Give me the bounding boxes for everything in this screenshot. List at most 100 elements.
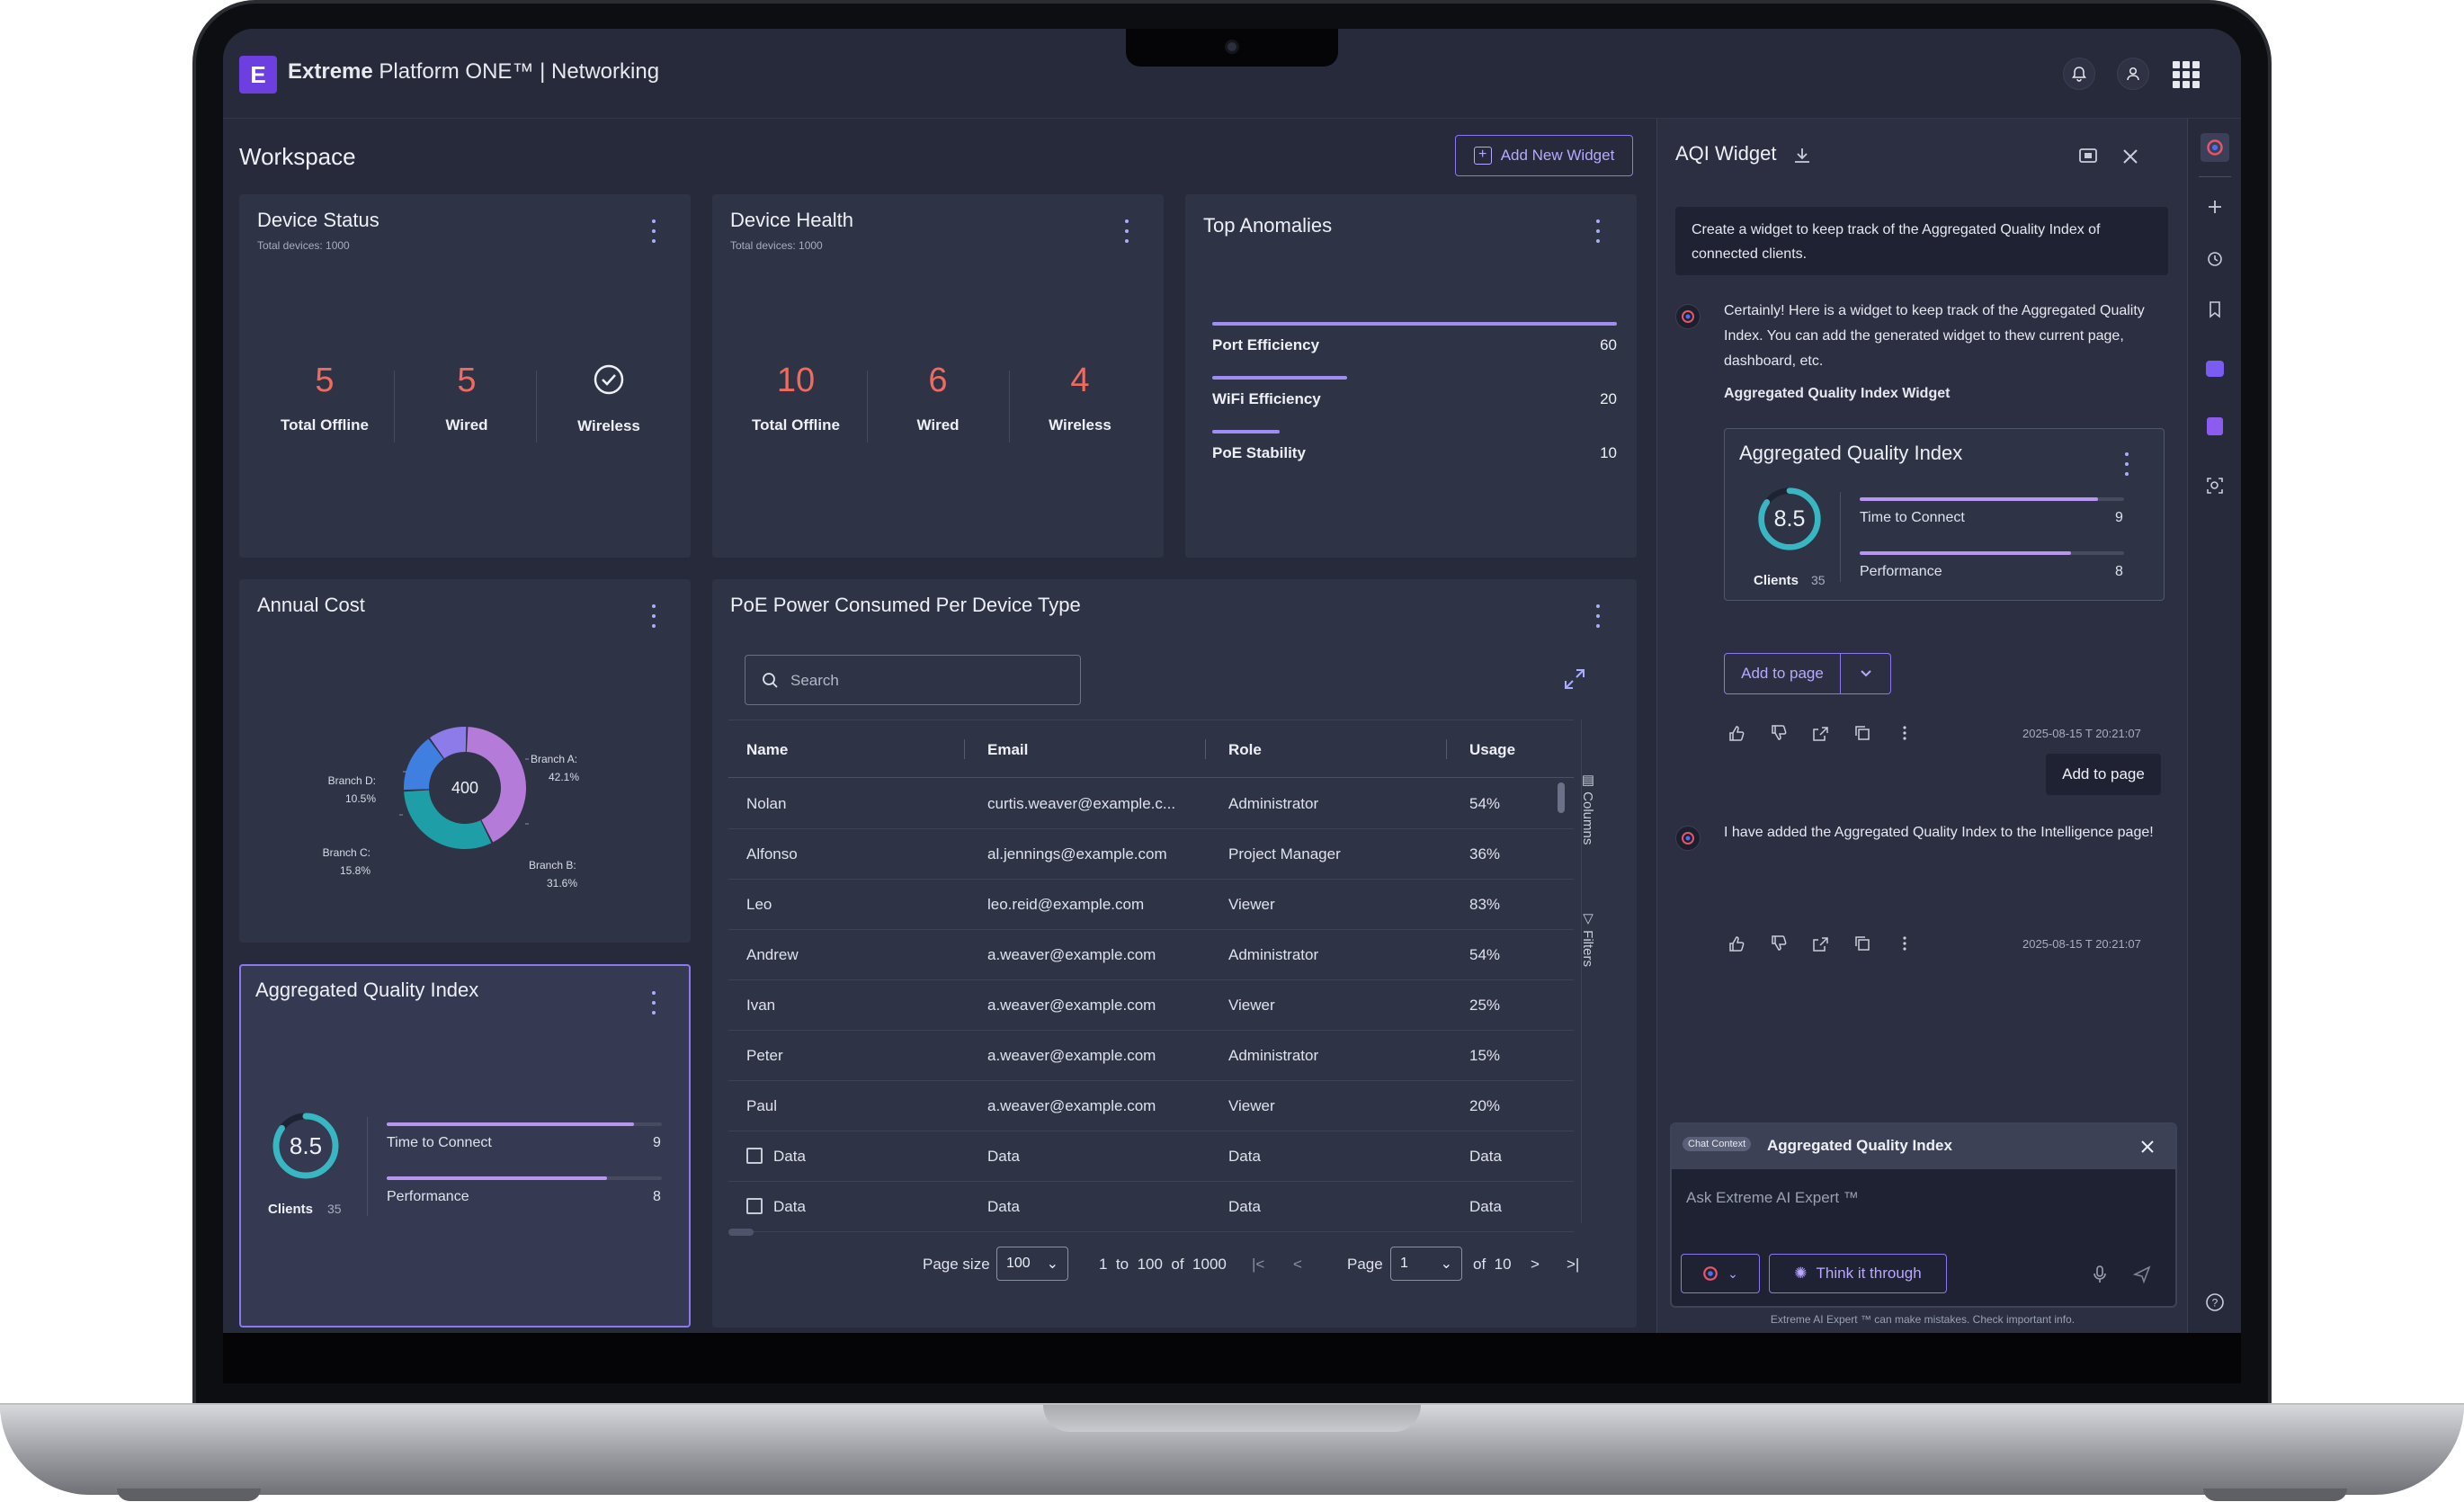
think-it-through-button[interactable]: ✺ Think it through: [1769, 1254, 1947, 1293]
anomaly-row[interactable]: WiFi Efficiency 20: [1212, 376, 1617, 408]
microphone-icon[interactable]: [2091, 1265, 2109, 1284]
table-row[interactable]: Leo leo.reid@example.com Viewer 83%: [728, 880, 1574, 930]
new-chat-icon[interactable]: [2201, 192, 2229, 221]
row-checkbox[interactable]: [746, 1198, 763, 1214]
minimize-panel-icon[interactable]: [2078, 146, 2098, 165]
thumbs-down-icon[interactable]: [1766, 721, 1790, 745]
page-size-select[interactable]: 100 ⌄: [996, 1247, 1068, 1281]
clients-label: Clients: [1754, 573, 1799, 588]
more-options-icon[interactable]: [2124, 452, 2129, 476]
thumbs-down-icon[interactable]: [1766, 932, 1790, 955]
close-icon[interactable]: [2121, 148, 2139, 165]
donut-slice[interactable]: [430, 727, 467, 759]
column-header-email[interactable]: Email: [987, 741, 1029, 758]
next-page-icon[interactable]: >: [1531, 1256, 1540, 1273]
copy-icon[interactable]: [1851, 721, 1874, 745]
card-subtitle: Total devices: 1000: [730, 239, 823, 252]
more-options-icon[interactable]: [1124, 219, 1129, 243]
table-row[interactable]: Andrew a.weaver@example.com Administrator 5…: [728, 930, 1574, 980]
more-options-icon[interactable]: [1595, 219, 1601, 243]
add-to-page-options-button[interactable]: [1841, 653, 1891, 694]
model-selector-button[interactable]: ⌄: [1681, 1254, 1760, 1293]
bookmark-icon[interactable]: [2201, 295, 2229, 324]
donut-slice[interactable]: [466, 727, 526, 843]
column-header-usage[interactable]: Usage: [1469, 741, 1516, 758]
expand-icon[interactable]: [1563, 667, 1586, 691]
ai-expert-icon[interactable]: [2201, 133, 2229, 162]
chat-history-icon[interactable]: [2201, 245, 2229, 273]
stat-wireless[interactable]: 4 Wireless: [1049, 362, 1111, 434]
widget-app-icon[interactable]: [2201, 354, 2229, 383]
column-resizer[interactable]: [964, 739, 965, 759]
metric-bar-fill: [1860, 551, 2072, 555]
donut-slice[interactable]: [404, 738, 444, 791]
donut-slice[interactable]: [404, 790, 492, 849]
chat-input[interactable]: Ask Extreme AI Expert ™: [1686, 1189, 1859, 1206]
close-icon[interactable]: [2139, 1139, 2156, 1155]
stat-wired[interactable]: 5 Wired: [445, 362, 488, 434]
anomaly-row[interactable]: PoE Stability 10: [1212, 430, 1617, 462]
share-icon[interactable]: [1808, 932, 1832, 955]
stat-wireless[interactable]: Wireless: [541, 362, 676, 435]
table-scrollbar[interactable]: [1558, 782, 1565, 813]
notifications-button[interactable]: [2063, 58, 2095, 90]
column-resizer[interactable]: [1446, 739, 1447, 759]
stat-total-offline[interactable]: 5 Total Offline: [281, 362, 369, 434]
table-row[interactable]: Data Data Data Data: [728, 1131, 1574, 1182]
add-widget-button[interactable]: + Add New Widget: [1455, 135, 1633, 176]
metric-label: Time to Connect: [387, 1135, 492, 1150]
table-cell: 83%: [1469, 896, 1501, 913]
thumbs-up-icon[interactable]: [1724, 932, 1747, 955]
more-options-icon[interactable]: [651, 219, 656, 243]
stat-wired[interactable]: 6 Wired: [916, 362, 960, 434]
table-horizontal-scrollbar[interactable]: [728, 1229, 754, 1236]
poe-table-card: PoE Power Consumed Per Device Type Searc…: [712, 579, 1637, 1328]
copy-icon[interactable]: [1851, 932, 1874, 955]
table-row[interactable]: Data Data Data Data: [728, 1182, 1574, 1232]
ai-logo-icon: [1703, 1266, 1718, 1281]
ai-reply: Certainly! Here is a widget to keep trac…: [1724, 303, 2145, 369]
column-header-role[interactable]: Role: [1228, 741, 1262, 758]
add-to-page-button[interactable]: Add to page: [1724, 653, 1841, 694]
metric-bar-fill: [387, 1122, 635, 1126]
user-profile-button[interactable]: [2117, 58, 2149, 90]
download-icon[interactable]: [1792, 146, 1812, 165]
more-options-icon[interactable]: [1893, 932, 1916, 955]
chat-context-title: Aggregated Quality Index: [1767, 1137, 1952, 1154]
anomaly-row[interactable]: Port Efficiency 60: [1212, 322, 1617, 354]
thumbs-up-icon[interactable]: [1724, 721, 1747, 745]
table-row[interactable]: Alfonso al.jennings@example.com Project Ma…: [728, 829, 1574, 880]
row-checkbox[interactable]: [746, 1148, 763, 1164]
first-page-icon[interactable]: |<: [1252, 1256, 1265, 1273]
columns-panel-tab[interactable]: ▤ Columns: [1580, 772, 1595, 845]
table-row[interactable]: Ivan a.weaver@example.com Viewer 25%: [728, 980, 1574, 1031]
more-options-icon[interactable]: [1893, 721, 1916, 745]
send-icon[interactable]: [2132, 1265, 2152, 1284]
last-page-icon[interactable]: >|: [1567, 1256, 1580, 1273]
table-row[interactable]: Paul a.weaver@example.com Viewer 20%: [728, 1081, 1574, 1131]
table-cell: 36%: [1469, 845, 1501, 863]
app-launcher-icon[interactable]: [2173, 61, 2200, 88]
column-header-name[interactable]: Name: [746, 741, 789, 758]
search-input[interactable]: Search: [745, 655, 1081, 705]
stat-total-offline[interactable]: 10 Total Offline: [752, 362, 840, 434]
table-cell: Peter: [746, 1047, 783, 1064]
table-row[interactable]: Nolan curtis.weaver@example.c... Administr…: [728, 779, 1574, 829]
scan-search-icon[interactable]: [2201, 471, 2229, 500]
aqi-card[interactable]: Aggregated Quality Index 8.5 Clients 35 …: [239, 964, 691, 1328]
more-options-icon[interactable]: [651, 604, 656, 628]
filters-panel-tab[interactable]: ▽ Filters: [1580, 910, 1595, 968]
camera-notch: [1126, 29, 1338, 67]
table-row[interactable]: Peter a.weaver@example.com Administrator 15…: [728, 1031, 1574, 1081]
help-icon[interactable]: ?: [2201, 1288, 2229, 1317]
page-select[interactable]: 1 ⌄: [1390, 1247, 1462, 1281]
table-cell: 25%: [1469, 997, 1501, 1014]
prev-page-icon[interactable]: <: [1293, 1256, 1302, 1273]
divider: [2199, 176, 2231, 177]
extreme-logo[interactable]: E: [239, 56, 277, 94]
share-icon[interactable]: [1808, 721, 1832, 745]
report-app-icon[interactable]: [2201, 412, 2229, 441]
more-options-icon[interactable]: [1595, 604, 1601, 628]
column-resizer[interactable]: [1205, 739, 1206, 759]
more-options-icon[interactable]: [651, 991, 656, 1015]
